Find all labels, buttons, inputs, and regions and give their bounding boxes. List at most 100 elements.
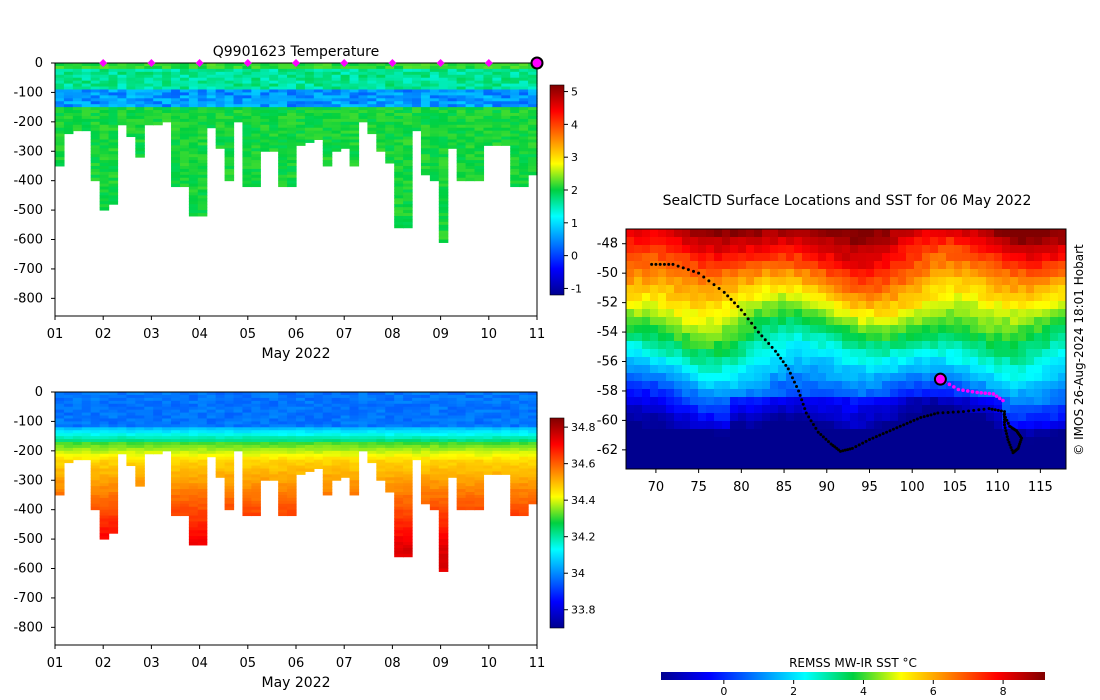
section-cell [251,392,261,396]
sst-cell [994,389,1002,397]
section-cell [269,110,279,114]
section-cell [304,394,315,399]
section-cell [81,436,92,440]
section-cell [117,104,128,108]
sst-cell [770,325,778,333]
section-cell [510,494,520,499]
section-cell [465,397,476,402]
section-cell [403,151,413,155]
section-cell [108,471,119,475]
section-cell [313,439,324,443]
sst-cell [650,333,658,341]
x-tick-label: 11 [529,327,546,342]
section-cell [447,113,458,117]
section-cell [510,80,520,85]
section-cell [456,430,467,434]
salinity-xlabel: May 2022 [261,675,330,691]
sst-cell [786,293,794,301]
section-cell [474,424,485,428]
section-cell [287,444,297,449]
sst-cell [810,301,818,309]
section-cell [492,74,502,79]
section-cell [376,127,386,132]
section-cell [429,497,440,502]
section-cell [99,68,110,73]
section-cell [81,121,92,126]
section-cell [162,397,172,402]
sst-cell [1058,229,1066,237]
section-cell [376,453,386,458]
sst-cell [970,389,978,397]
section-cell [331,459,342,464]
section-cell [135,409,145,414]
sst-cell [826,309,834,317]
section-cell [349,453,360,458]
section-cell [99,474,110,478]
section-cell [331,477,342,481]
section-cell [72,113,83,117]
section-cell [72,89,83,93]
section-cell [242,121,252,126]
sst-cell [626,277,634,285]
sst-cell [802,365,810,373]
y-tick-label: -300 [13,144,43,159]
sst-cell [658,301,666,309]
section-cell [349,447,360,452]
section-cell [447,136,458,140]
section-cell [510,492,520,496]
section-cell [510,89,520,93]
section-cell [90,118,101,123]
section-cell [492,436,502,440]
section-cell [367,433,377,437]
sst-cell [818,389,826,397]
section-cell [99,415,110,419]
section-cell [197,394,208,399]
section-cell [474,151,485,155]
section-cell [108,527,119,531]
section-cell [456,392,467,396]
sst-cell [770,253,778,261]
sst-cell [690,277,698,285]
section-cell [474,74,485,79]
sst-cell [1018,293,1026,301]
section-cell [465,456,476,461]
section-cell [313,107,324,111]
section-cell [108,433,119,437]
section-cell [403,439,413,443]
section-cell [153,442,163,446]
sst-cell [770,245,778,253]
sst-cell [722,293,730,301]
section-cell [242,462,252,467]
sst-cell [786,269,794,277]
sst-cell [914,301,922,309]
sst-cell [690,365,698,373]
sst-cell [962,245,970,253]
sst-cell [1026,365,1034,373]
section-cell [287,130,297,135]
section-cell [99,142,110,146]
section-cell [519,160,529,164]
sst-cell [978,373,986,381]
section-cell [483,412,493,417]
section-cell [278,154,288,158]
section-cell [81,447,92,452]
section-cell [108,168,119,173]
section-cell [385,68,395,73]
sst-cell [842,381,850,389]
sst-cell [674,301,682,309]
section-cell [349,148,360,152]
section-cell [331,397,342,402]
section-cell [260,397,270,402]
sst-cell [1010,301,1018,309]
section-cell [144,392,154,396]
section-cell [465,115,476,120]
section-cell [349,394,360,399]
section-cell [474,89,485,93]
section-cell [144,118,154,123]
section-cell [412,424,422,428]
section-cell [420,171,431,176]
section-cell [242,115,252,120]
sst-cell [954,381,962,389]
sst-cell [706,325,714,333]
section-cell [90,133,101,138]
